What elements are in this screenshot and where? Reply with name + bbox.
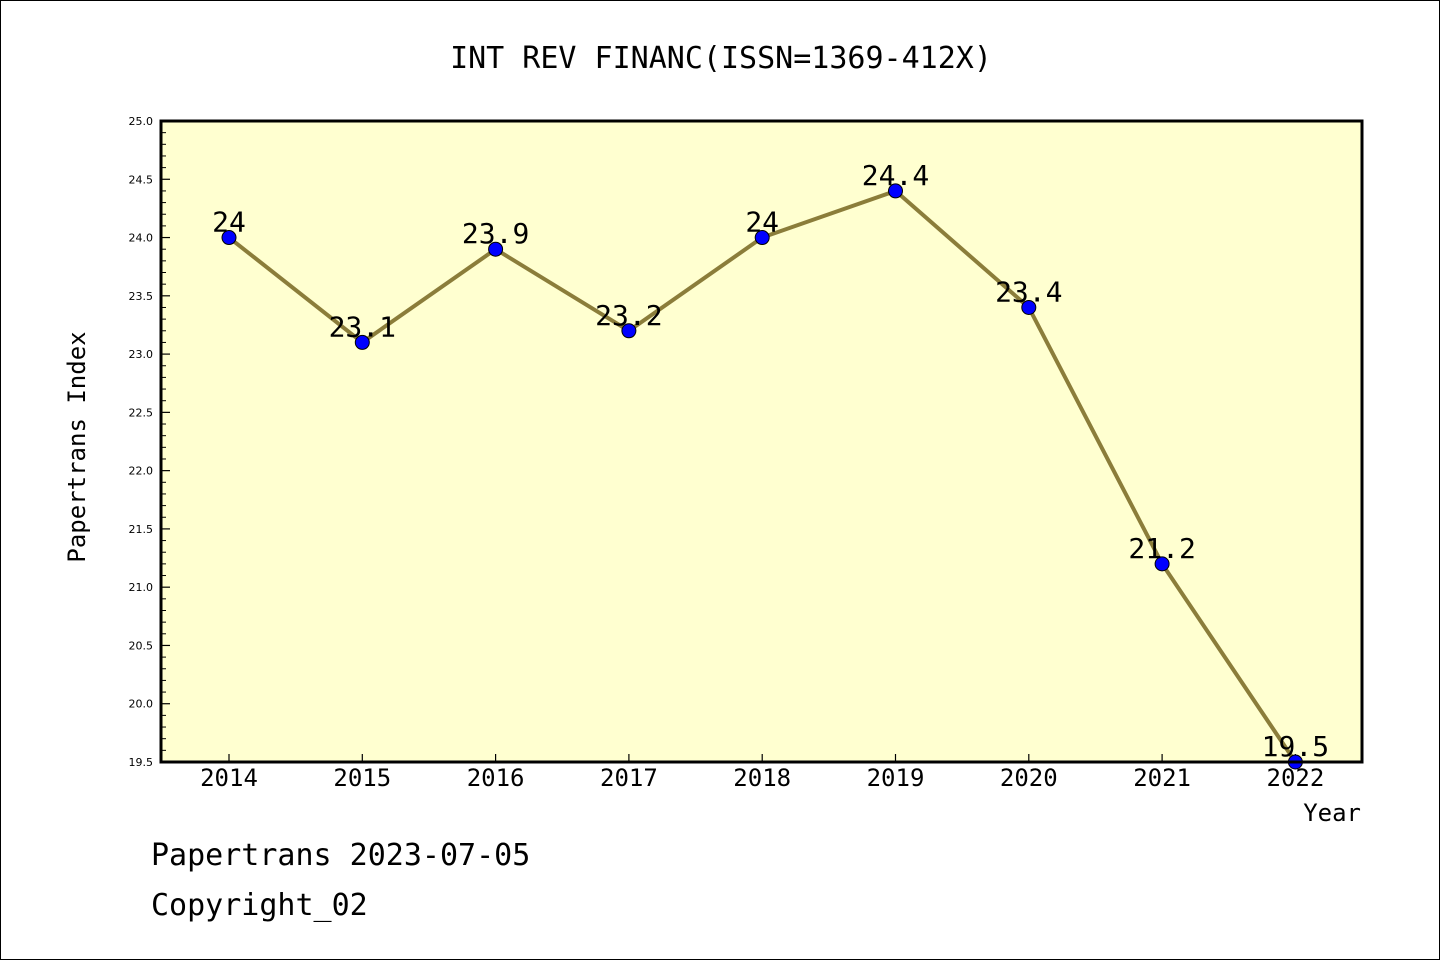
y-tick-label: 25.0: [129, 115, 154, 128]
data-point: [1154, 556, 1170, 572]
data-point: [888, 183, 903, 199]
footer-date: Papertrans 2023-07-05: [151, 838, 530, 873]
x-axis-ticks: 2014 2015 2016 2017 2018 2019 2020 2021 2022: [200, 754, 1324, 792]
x-tick-label: 2020: [1000, 764, 1058, 792]
data-label: 24: [745, 206, 779, 239]
plot-border: [159, 119, 1364, 764]
x-tick-label: 2014: [200, 764, 258, 792]
data-label: 23.2: [595, 299, 662, 332]
x-tick-label: 2016: [467, 764, 525, 792]
x-tick-label: 2017: [600, 764, 658, 792]
y-tick-label: 20.5: [129, 639, 154, 652]
data-point: [621, 323, 637, 339]
y-tick-label: 21.5: [129, 523, 154, 536]
data-point: [354, 334, 370, 350]
data-label: 23.4: [995, 275, 1062, 308]
data-label: 19.5: [1262, 730, 1329, 763]
x-tick-label: 2015: [333, 764, 391, 792]
data-label: 21.2: [1128, 532, 1195, 565]
data-point: [488, 241, 504, 257]
data-label: 23.9: [462, 217, 529, 250]
y-tick-label: 21.0: [129, 581, 154, 594]
footer-copyright: Copyright_02: [151, 888, 368, 923]
x-tick-label: 2018: [733, 764, 791, 792]
y-axis-ticks: 19.5 20.0 20.5 21.0 21.5 22.0 22.5 23.0 23.5 24.0…: [129, 115, 170, 769]
data-point: [221, 230, 237, 246]
data-point: [754, 230, 770, 246]
y-axis-label: Papertrans Index: [63, 331, 91, 562]
x-tick-label: 2019: [867, 764, 925, 792]
plot-area: [161, 121, 1362, 762]
y-tick-label: 22.0: [129, 465, 154, 478]
x-tick-label: 2021: [1133, 764, 1191, 792]
y-tick-label: 22.5: [129, 406, 154, 419]
data-label: 24.4: [862, 159, 929, 192]
data-label: 24: [212, 206, 246, 239]
series-layer: 24 23.1 23.9 23.2 24 24.4 23.4 21.2 19.5: [212, 159, 1329, 770]
x-axis-label: Year: [1303, 799, 1361, 827]
data-point: [1021, 299, 1037, 315]
y-tick-label: 20.0: [129, 698, 154, 711]
y-tick-label: 19.5: [129, 756, 154, 769]
y-tick-label: 24.0: [129, 232, 154, 245]
chart-title: INT REV FINANC(ISSN=1369-412X): [450, 41, 992, 76]
y-tick-label: 23.0: [129, 348, 154, 361]
y-tick-label: 24.5: [129, 173, 154, 186]
y-tick-label: 23.5: [129, 290, 154, 303]
data-label: 23.1: [329, 310, 396, 343]
